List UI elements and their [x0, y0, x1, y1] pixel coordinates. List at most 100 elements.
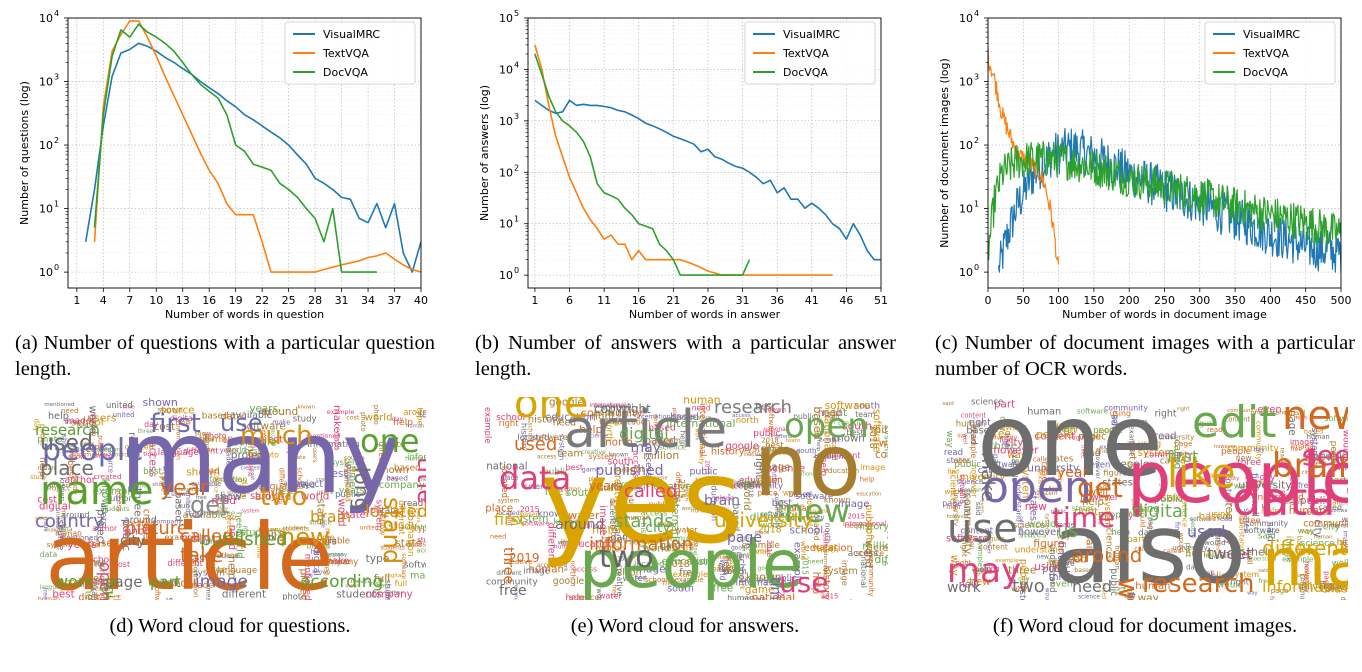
cloud-filler-word: read — [313, 550, 327, 557]
cloud-filler-word: community — [486, 577, 538, 588]
cloud-filler-word: history — [639, 522, 648, 549]
y-tick-label: 10 — [39, 266, 53, 279]
cloud-filler-word: three — [1080, 445, 1086, 458]
cloud-filler-word: team — [855, 410, 875, 419]
y-tick-exponent: 3 — [514, 112, 519, 121]
cloud-filler-word: company — [323, 552, 347, 558]
cloud-filler-word: made — [320, 514, 326, 528]
cloud-filler-word: language — [179, 487, 203, 493]
cloud-filler-word: school — [526, 423, 532, 442]
cloud-filler-word: place — [671, 408, 677, 423]
cloud-filler-word: university — [1213, 476, 1239, 482]
cloud-word: around — [1072, 543, 1142, 567]
cloud-filler-word: mentioned — [44, 402, 75, 408]
cloud-filler-word: creative — [581, 449, 606, 456]
cloud-filler-word: image — [1338, 461, 1348, 473]
cloud-filler-word: made — [66, 416, 92, 426]
cloud-filler-word: shown — [201, 432, 207, 451]
cloud-word: no — [754, 416, 861, 516]
caption-b: (b) Number of answers with a particular … — [475, 332, 896, 380]
cloud-filler-word: right — [960, 540, 969, 557]
cloud-filler-word: created — [241, 466, 260, 472]
cloud-filler-word: read — [201, 465, 220, 475]
cloud-filler-word: photo — [372, 405, 380, 425]
cloud-filler-word: science — [1078, 594, 1100, 600]
cloud-filler-word: different — [167, 558, 203, 568]
cloud-filler-word: high — [1159, 477, 1167, 491]
cloud-filler-word: world — [682, 506, 696, 512]
cloud-filler-word: students — [283, 526, 309, 533]
cloud-filler-word: education — [567, 539, 614, 550]
cloud-filler-word: school — [736, 554, 746, 583]
cloud-filler-word: software — [796, 492, 834, 502]
cloud-filler-word: make — [377, 443, 391, 449]
cloud-filler-word: three — [991, 441, 1017, 452]
cloud-word: may — [947, 551, 1021, 591]
cloud-filler-word: author — [130, 484, 150, 490]
cloud-word: take — [180, 543, 223, 567]
cloud-filler-word: based — [695, 477, 725, 488]
cloud-filler-word: image — [599, 417, 624, 426]
cloud-filler-word: using — [981, 565, 1000, 573]
cloud-filler-word: students — [417, 535, 426, 544]
cloud-filler-word: city — [1225, 530, 1235, 545]
cloud-filler-word: known — [660, 522, 679, 528]
cloud-filler-word: south — [771, 464, 778, 481]
cloud-filler-word: image — [608, 482, 633, 491]
cloud-filler-word: image — [1098, 427, 1119, 435]
x-tick-label: 200 — [1119, 294, 1140, 307]
cloud-filler-word: even — [1108, 556, 1120, 562]
cloud-filler-word: world — [87, 406, 99, 435]
cloud-filler-word: help — [1251, 545, 1275, 558]
cloud-filler-word: make — [272, 418, 290, 426]
y-tick-label: 10 — [499, 115, 513, 128]
cloud-filler-word: mentioned — [257, 430, 267, 476]
cloud-filler-word: example — [93, 486, 137, 497]
cloud-filler-word: 2018 — [886, 531, 888, 542]
caption-a: (a) Number of questions with a particula… — [15, 332, 435, 380]
cloud-filler-word: state — [395, 537, 423, 550]
cloud-filler-word: day — [1254, 446, 1266, 453]
cloud-word: data — [499, 459, 571, 497]
cloud-filler-word: free — [196, 495, 208, 501]
cloud-word: work — [947, 580, 982, 596]
cloud-word: title — [412, 457, 426, 504]
series-line-visualmrc — [84, 42, 421, 273]
cloud-filler-word: full — [261, 531, 277, 543]
cloud-filler-word: help — [1268, 596, 1275, 600]
cloud-filler-word: located — [830, 435, 838, 460]
cloud-filler-word: available — [230, 410, 273, 421]
cloud-filler-word: would — [1204, 538, 1226, 547]
cloud-filler-word: free — [610, 584, 618, 597]
cloud-filler-word: system — [814, 430, 833, 436]
cloud-filler-word: game — [749, 546, 769, 555]
cloud-filler-word: made — [421, 497, 426, 508]
cloud-filler-word: access — [79, 576, 110, 586]
x-tick-label: 34 — [361, 294, 375, 307]
cloud-word: use — [220, 409, 262, 437]
cloud-filler-word: page — [1146, 517, 1154, 534]
cloud-filler-word: software — [864, 524, 875, 564]
cloud-filler-word: information — [405, 504, 416, 557]
cloud-word: year — [1057, 465, 1088, 481]
cloud-filler-word: education — [804, 543, 853, 554]
cloud-filler-word: read — [127, 452, 141, 459]
cloud-filler-word: available — [191, 480, 221, 488]
cloud-filler-word: day — [33, 419, 41, 432]
cloud-filler-word: new — [1122, 510, 1133, 516]
cloud-filler-word: known — [763, 406, 786, 414]
cloud-filler-word: free — [1223, 499, 1236, 521]
cloud-filler-word: free — [1278, 458, 1291, 466]
cloud-filler-word: human — [1113, 545, 1122, 570]
cloud-filler-word: university — [1158, 432, 1195, 441]
cloud-filler-word: million — [862, 540, 888, 553]
cloud-filler-word: school — [600, 404, 629, 414]
cloud-filler-word: show — [187, 567, 194, 583]
y-tick-label: 10 — [499, 166, 513, 179]
cloud-filler-word: based — [88, 537, 120, 549]
cloud-filler-word: place — [755, 530, 770, 536]
cloud-filler-word: free — [42, 588, 48, 600]
cloud-filler-word: read — [1039, 462, 1050, 483]
cloud-filler-word: said — [1095, 484, 1109, 492]
cloud-filler-word: image — [759, 463, 791, 474]
